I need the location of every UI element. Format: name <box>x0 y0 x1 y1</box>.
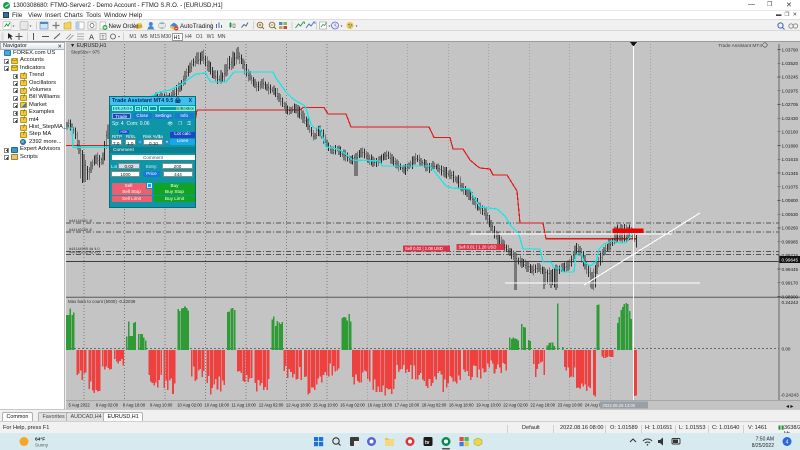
svg-text:18 Aug 18:00: 18 Aug 18:00 <box>449 402 474 407</box>
svg-text:8 Aug 02:00: 8 Aug 02:00 <box>96 402 119 407</box>
svg-text:Sell 0.02 | 1.08 USD: Sell 0.02 | 1.08 USD <box>405 246 443 251</box>
svg-text:22 Aug 02:00: 22 Aug 02:00 <box>503 402 528 407</box>
svg-text:1.03245: 1.03245 <box>782 75 799 80</box>
svg-text:1.02160: 1.02160 <box>782 130 799 135</box>
svg-text:0.99985: 0.99985 <box>782 239 799 244</box>
svg-text:4: 4 <box>786 439 789 445</box>
svg-text:#44144995 4d 4.0: #44144995 4d 4.0 <box>69 247 100 251</box>
svg-text:Trade Assistant MT4: Trade Assistant MT4 <box>718 43 762 49</box>
svg-text:0.99645: 0.99645 <box>782 258 799 263</box>
svg-text:0.99445: 0.99445 <box>782 267 799 272</box>
svg-text:8 Aug 18:00: 8 Aug 18:00 <box>123 402 146 407</box>
svg-text:1.02975: 1.02975 <box>782 89 799 94</box>
svg-text:1.02705: 1.02705 <box>782 102 799 107</box>
svg-text:▼ EURUSD,H1: ▼ EURUSD,H1 <box>70 43 107 49</box>
svg-text:8/25/2022: 8/25/2022 <box>752 443 774 449</box>
svg-text:1.01615: 1.01615 <box>782 157 799 162</box>
svg-text:1.02430: 1.02430 <box>782 116 799 121</box>
svg-text:1.00800: 1.00800 <box>782 198 799 203</box>
svg-text:#44144991 4!: #44144991 4! <box>69 219 92 223</box>
svg-text:Sunny: Sunny <box>35 442 49 447</box>
svg-text:22 Aug 18:00: 22 Aug 18:00 <box>530 402 555 407</box>
svg-text:A: A <box>89 33 94 42</box>
svg-text:tv: tv <box>425 440 430 446</box>
svg-text:0.00: 0.00 <box>782 346 791 351</box>
svg-text:10 Aug 02:00: 10 Aug 02:00 <box>177 402 202 407</box>
svg-text:1.03790: 1.03790 <box>782 47 799 52</box>
svg-text:1.00530: 1.00530 <box>782 212 799 217</box>
svg-text:19 Aug 10:00: 19 Aug 10:00 <box>476 402 501 407</box>
svg-text:#44146289 4!: #44146289 4! <box>69 228 92 232</box>
svg-text:18 Aug 02:00: 18 Aug 02:00 <box>422 402 447 407</box>
svg-text:64°F: 64°F <box>35 436 45 442</box>
svg-text:#44146292 4d 4.0: #44146292 4d 4.0 <box>69 251 100 255</box>
svg-text:12 Aug 02:00: 12 Aug 02:00 <box>259 402 284 407</box>
svg-text:23 Aug 10:00: 23 Aug 10:00 <box>558 402 583 407</box>
svg-text:7:50 AM: 7:50 AM <box>756 436 774 442</box>
svg-text:1.00260: 1.00260 <box>782 226 799 231</box>
svg-text:16 Aug 18:00: 16 Aug 18:00 <box>367 402 392 407</box>
svg-text:0.98900: 0.98900 <box>782 294 799 299</box>
svg-text:24 Aug 02:00: 24 Aug 02:00 <box>585 402 610 407</box>
svg-text:1.01075: 1.01075 <box>782 185 799 190</box>
svg-text:10 Aug 18:00: 10 Aug 18:00 <box>204 402 229 407</box>
svg-text:12 Aug 18:00: 12 Aug 18:00 <box>286 402 311 407</box>
svg-text:0.99715: 0.99715 <box>782 253 799 258</box>
svg-text:-0.24243: -0.24243 <box>781 393 800 398</box>
svg-text:T: T <box>101 35 105 41</box>
svg-text:0.24243: 0.24243 <box>782 300 799 305</box>
svg-text:0.99170: 0.99170 <box>782 281 799 286</box>
svg-text:StepSize= 975: StepSize= 975 <box>71 50 100 55</box>
svg-text:15 Aug 10:00: 15 Aug 10:00 <box>313 402 338 407</box>
svg-text:1.03520: 1.03520 <box>782 61 799 66</box>
svg-text:1.01345: 1.01345 <box>782 171 799 176</box>
svg-text:Sell 0.01 | 1.20 USD: Sell 0.01 | 1.20 USD <box>459 245 497 250</box>
svg-text:11 Aug 10:00: 11 Aug 10:00 <box>232 402 257 407</box>
svg-text:Max bars to count (5000) -0: Max bars to count (5000) -0.22039 <box>68 299 136 304</box>
svg-text:9 Aug 10:00: 9 Aug 10:00 <box>150 402 173 407</box>
svg-text:17 Aug 10:00: 17 Aug 10:00 <box>395 402 420 407</box>
svg-text:1.01890: 1.01890 <box>782 143 799 148</box>
svg-text:16 Aug 02:00: 16 Aug 02:00 <box>340 402 365 407</box>
svg-text:5 Aug 2022: 5 Aug 2022 <box>69 402 91 407</box>
svg-text:◀ ▶: ◀ ▶ <box>786 404 794 409</box>
svg-text:2022.08.26 13:00: 2022.08.26 13:00 <box>603 403 636 408</box>
